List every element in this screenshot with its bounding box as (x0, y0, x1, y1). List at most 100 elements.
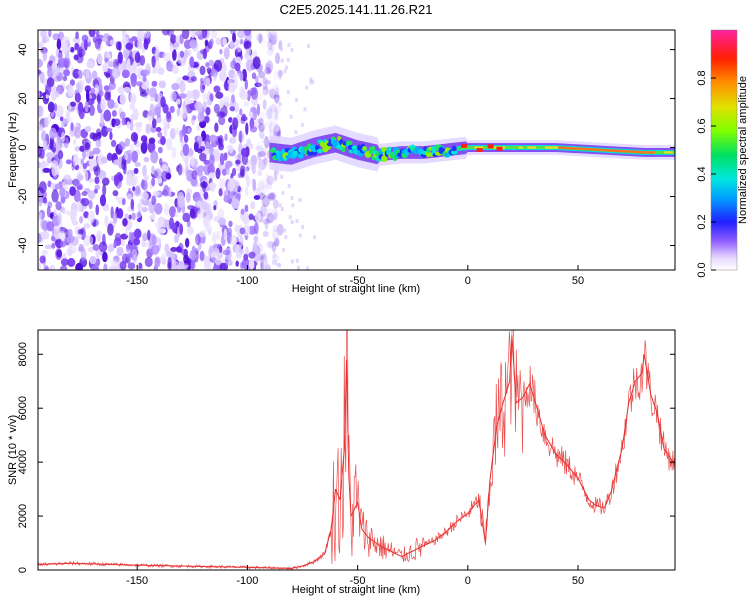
noise-blob (121, 69, 130, 79)
noise-blob (257, 170, 263, 177)
noise-blob (85, 89, 90, 103)
noise-blob (266, 60, 274, 73)
noise-blob (203, 215, 209, 225)
noise-blob (261, 179, 267, 190)
noise-speck (283, 228, 287, 233)
noise-blob (100, 156, 108, 164)
noise-blob (105, 72, 111, 79)
noise-blob (243, 101, 250, 107)
noise-blob (69, 79, 76, 86)
noise-blob (39, 71, 45, 84)
noise-blob (63, 210, 71, 215)
noise-blob (112, 211, 118, 224)
noise-blob (104, 57, 109, 63)
noise-blob (182, 30, 190, 40)
noise-blob (232, 72, 241, 78)
noise-blob (67, 84, 74, 97)
noise-blob (85, 70, 90, 79)
noise-speck (305, 85, 309, 90)
spectrogram-panel: -150 -100 -50 0 50 40 20 0 -20 -40 Height of str… (7, 29, 676, 295)
noise-blob (193, 141, 199, 153)
noise-blob (161, 170, 168, 182)
noise-blob (261, 263, 269, 270)
noise-blob (171, 222, 177, 233)
noise-blob (63, 174, 72, 183)
noise-blob (246, 175, 250, 188)
noise-blob (248, 111, 254, 118)
noise-blob (159, 157, 163, 166)
noise-blob (89, 236, 94, 246)
signal-ridge-core (544, 146, 550, 149)
noise-blob (49, 127, 57, 140)
noise-blob (271, 208, 279, 219)
noise-blob (38, 90, 41, 98)
noise-blob (196, 200, 202, 207)
noise-blob (243, 253, 249, 261)
snr-y-tick-label: 4000 (17, 450, 29, 474)
signal-blob (381, 155, 388, 162)
noise-blob (124, 137, 131, 147)
noise-blob (95, 258, 101, 267)
noise-blob (210, 251, 217, 258)
noise-speck (284, 65, 288, 70)
noise-speck (278, 203, 282, 208)
spectrogram-x-tick-label: -50 (350, 275, 366, 287)
noise-blob (239, 90, 249, 101)
noise-blob (100, 112, 105, 126)
noise-blob (42, 50, 48, 62)
noise-blob (151, 234, 157, 246)
noise-blob (154, 48, 160, 58)
noise-blob (217, 137, 223, 144)
noise-blob (154, 106, 161, 117)
noise-blob (104, 215, 109, 228)
signal-ridge-core (602, 148, 607, 152)
noise-blob (66, 234, 75, 244)
noise-blob (122, 217, 128, 227)
noise-blob (84, 170, 89, 182)
noise-blob (250, 201, 256, 210)
noise-blob (41, 161, 50, 167)
noise-blob (171, 83, 180, 91)
noise-blob (265, 172, 270, 180)
noise-blob (248, 251, 256, 259)
signal-ridge-core (659, 151, 664, 154)
noise-blob (60, 131, 66, 143)
colorbar-tick-label: 0.8 (696, 70, 708, 85)
noise-blob (97, 170, 107, 180)
noise-blob (262, 85, 269, 96)
noise-blob (239, 227, 246, 235)
noise-blob (195, 233, 201, 246)
noise-blob (91, 265, 100, 270)
noise-blob (252, 56, 261, 70)
noise-blob (163, 124, 168, 137)
snr-frame (37, 329, 676, 571)
noise-blob (206, 99, 213, 106)
noise-speck (274, 90, 278, 95)
noise-blob (110, 139, 117, 148)
noise-blob (44, 36, 50, 43)
noise-blob (133, 237, 141, 246)
noise-blob (123, 86, 131, 93)
noise-blob (264, 63, 271, 70)
noise-blob (196, 210, 205, 219)
noise-blob (215, 91, 224, 99)
noise-blob (266, 88, 271, 94)
noise-blob (198, 230, 206, 238)
noise-blob (113, 159, 120, 166)
noise-blob (118, 60, 123, 73)
noise-blob (48, 30, 52, 38)
noise-blob (60, 241, 66, 248)
spectrogram-y-tick-label: -40 (17, 238, 29, 254)
colorbar-ticks: 0.0 0.2 0.4 0.6 0.8 (696, 70, 716, 278)
signal-ridge-core (593, 148, 598, 151)
noise-blob (77, 184, 84, 191)
noise-blob (265, 182, 273, 190)
noise-speck (276, 262, 280, 267)
noise-speck (307, 44, 311, 49)
noise-blob (246, 89, 251, 102)
noise-speck (288, 215, 292, 220)
noise-blob (94, 176, 100, 184)
signal-blob (316, 148, 323, 154)
noise-blob (115, 41, 121, 51)
noise-blob (248, 259, 255, 270)
